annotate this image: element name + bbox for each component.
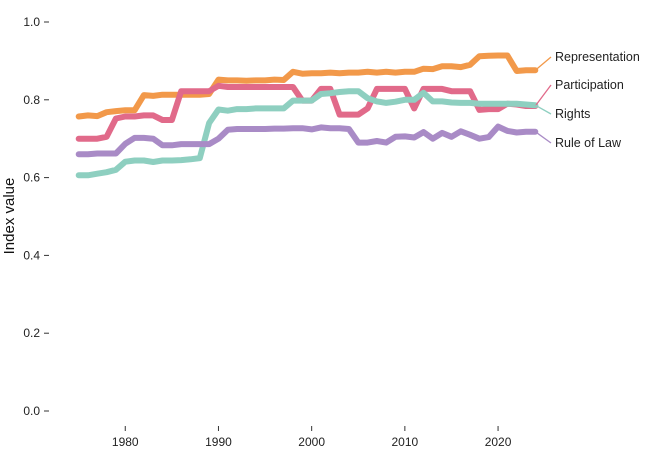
series-label: Representation (555, 50, 640, 64)
y-tick-label: 1.0 (23, 15, 40, 29)
series-labels: Representation Participation Rights Rule of… (534, 50, 640, 150)
y-tick-label: 0.0 (23, 404, 40, 418)
y-tick-label: 0.6 (23, 171, 40, 185)
label-leader-line (534, 84, 552, 107)
series-group (75, 52, 539, 179)
y-axis: 0.0 0.2 0.4 0.6 0.8 1.0 (23, 15, 49, 418)
series-label: Participation (555, 78, 624, 92)
series-line-rights (75, 88, 539, 179)
x-tick-label: 1980 (112, 435, 139, 449)
x-tick-label: 2000 (298, 435, 325, 449)
label-leader-line (534, 104, 552, 115)
y-tick-label: 0.2 (23, 326, 40, 340)
x-tick-label: 2020 (485, 435, 512, 449)
y-tick-label: 0.8 (23, 93, 40, 107)
series-line-rule-of-law (75, 123, 539, 158)
label-leader-line (534, 131, 552, 144)
x-axis: 1980 1990 2000 2010 2020 (112, 426, 512, 449)
x-tick-label: 1990 (205, 435, 232, 449)
series-line-representation (75, 52, 539, 120)
series-label: Rights (555, 107, 590, 121)
label-leader-line (534, 56, 552, 71)
x-tick-label: 2010 (392, 435, 419, 449)
y-tick-label: 0.4 (23, 248, 40, 262)
y-axis-title: Index value (1, 178, 18, 255)
series-label: Rule of Law (555, 136, 622, 150)
